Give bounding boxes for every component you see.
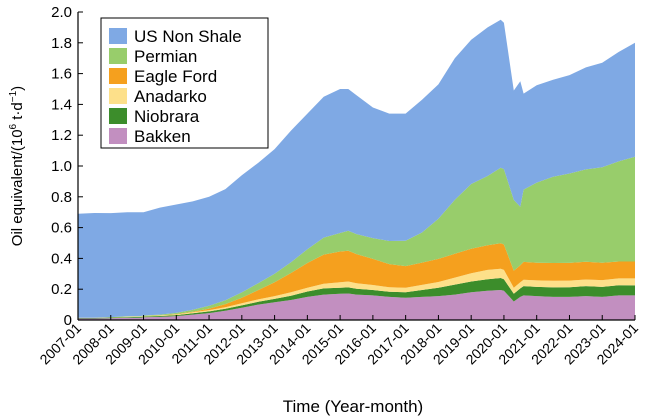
legend-label-bakken: Bakken [134,127,191,146]
y-tick-label: 1.2 [51,127,72,144]
legend-swatch-eagle-ford [109,68,127,84]
legend-swatch-anadarko [109,88,127,104]
y-axis-label-exponent-1: 6 [8,123,19,129]
y-tick-label: 1.0 [51,158,72,175]
legend-swatch-niobrara [109,108,127,124]
legend-label-eagle-ford: Eagle Ford [134,67,217,86]
y-tick-label: 0 [64,312,72,329]
y-tick-label: 0.4 [51,250,72,267]
area-us-non-shale [78,19,635,318]
y-axis-label: Oil equivalent/(106 t·d−1) [8,86,26,246]
y-axis-label-suffix: ) [9,86,26,91]
legend-label-anadarko: Anadarko [134,87,207,106]
legend-swatch-us-non-shale [109,28,127,44]
legend-swatch-permian [109,48,127,64]
y-tick-label: 1.6 [51,66,72,83]
y-tick-label: 0.2 [51,281,72,298]
y-tick-label: 0.6 [51,220,72,237]
y-axis-label-prefix: Oil equivalent/(10 [9,129,26,246]
area-niobrara [78,278,635,319]
y-axis-label-mid: t·d [9,102,26,124]
area-series-group [78,19,635,320]
y-tick-label: 0.8 [51,189,72,206]
legend-box [100,17,269,149]
y-axis-label-exponent-2: −1 [8,90,19,102]
legend-label-permian: Permian [134,47,197,66]
legend-label-us-non-shale: US Non Shale [134,27,242,46]
area-permian [78,156,635,318]
y-tick-label: 1.8 [51,35,72,52]
legend-swatch-bakken [109,128,127,144]
area-eagle-ford [78,243,635,318]
x-axis-label: Time (Year-month) [283,397,423,416]
legend-label-niobrara: Niobrara [134,107,200,126]
area-bakken [78,290,635,320]
y-tick-label: 1.4 [51,96,72,113]
y-tick-label: 2.0 [51,4,72,21]
